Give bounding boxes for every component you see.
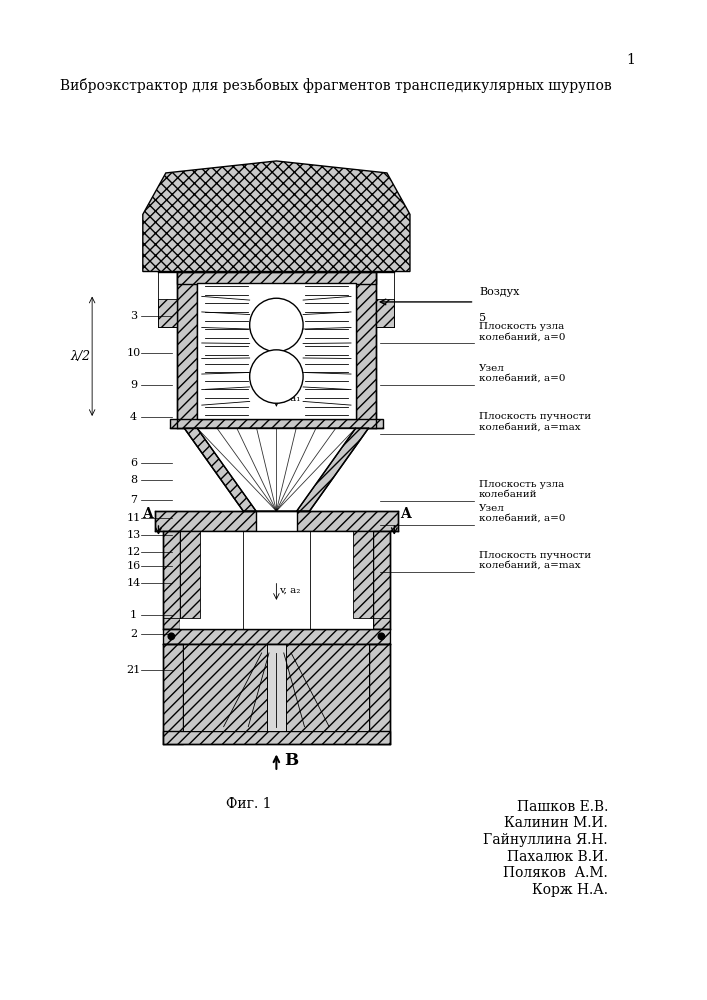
Text: Плоскость узла
колебаний: Плоскость узла колебаний [479, 480, 564, 499]
Text: 4: 4 [130, 412, 137, 422]
Text: 14: 14 [127, 578, 141, 588]
Text: 8: 8 [130, 475, 137, 485]
Text: 12: 12 [127, 547, 141, 557]
Text: Плоскость пучности
колебаний, а=max: Плоскость пучности колебаний, а=max [479, 412, 591, 432]
Polygon shape [297, 428, 368, 511]
Text: 5: 5 [479, 313, 486, 323]
Bar [297, 531, 310, 629]
Bar [197, 283, 356, 419]
Bar [170, 419, 383, 428]
Text: Плоскость пучности
колебаний, а=max: Плоскость пучности колебаний, а=max [479, 551, 591, 570]
Bar [286, 644, 370, 731]
Text: 7: 7 [130, 495, 137, 505]
Text: 13: 13 [127, 530, 141, 540]
Ellipse shape [250, 298, 303, 352]
Bar [158, 299, 177, 327]
Text: Узел
колебаний, а=0: Узел колебаний, а=0 [479, 504, 566, 523]
Bar [370, 644, 390, 744]
Text: A: A [400, 507, 411, 521]
Text: 1: 1 [130, 610, 137, 620]
Bar [163, 531, 180, 629]
Text: B: B [284, 752, 298, 769]
Text: Корж Н.А.: Корж Н.А. [532, 883, 608, 897]
Text: 21: 21 [127, 665, 141, 675]
Bar [163, 629, 390, 644]
Bar [180, 531, 200, 618]
Bar [163, 731, 390, 744]
Text: Поляков  А.М.: Поляков А.М. [503, 866, 608, 880]
Bar [256, 531, 297, 629]
Bar [243, 531, 256, 629]
Bar [183, 644, 267, 731]
Text: 6: 6 [130, 458, 137, 468]
Text: 2: 2 [130, 629, 137, 639]
Bar [373, 531, 390, 629]
Bar [297, 511, 398, 531]
Text: 10: 10 [127, 348, 141, 358]
Bar [163, 644, 183, 744]
Text: Плоскость узла
колебаний, а=0: Плоскость узла колебаний, а=0 [479, 322, 566, 342]
Text: 11: 11 [127, 513, 141, 523]
Text: 1: 1 [626, 53, 636, 67]
Bar [177, 272, 197, 428]
Bar [353, 531, 373, 618]
Text: 16: 16 [127, 561, 141, 571]
Text: 9: 9 [130, 380, 137, 390]
Text: Фиг. 1: Фиг. 1 [226, 797, 271, 811]
Ellipse shape [250, 350, 303, 403]
Polygon shape [143, 161, 410, 272]
Text: v, a₁: v, a₁ [279, 393, 300, 402]
Text: Пашков Е.В.: Пашков Е.В. [517, 800, 608, 814]
Text: v, a₂: v, a₂ [279, 585, 300, 594]
Text: Узел
колебаний, а=0: Узел колебаний, а=0 [479, 364, 566, 383]
Bar [177, 272, 376, 284]
Circle shape [378, 633, 385, 640]
Bar [356, 272, 376, 428]
Text: 3: 3 [130, 311, 137, 321]
Text: λ/2: λ/2 [70, 350, 90, 363]
Text: Воздух: Воздух [479, 287, 520, 297]
Bar [376, 299, 395, 327]
Text: Пахалюк В.И.: Пахалюк В.И. [507, 850, 608, 864]
Polygon shape [197, 428, 356, 511]
Text: Гайнуллина Я.Н.: Гайнуллина Я.Н. [484, 833, 608, 847]
Text: Калинин М.И.: Калинин М.И. [504, 816, 608, 830]
Circle shape [168, 633, 175, 640]
Text: A: A [142, 507, 153, 521]
Bar [267, 644, 286, 731]
Polygon shape [185, 428, 256, 511]
Text: Виброэкстрактор для резьбовых фрагментов транспедикулярных шурупов: Виброэкстрактор для резьбовых фрагментов… [60, 78, 612, 93]
Bar [180, 531, 373, 629]
Bar [155, 511, 256, 531]
